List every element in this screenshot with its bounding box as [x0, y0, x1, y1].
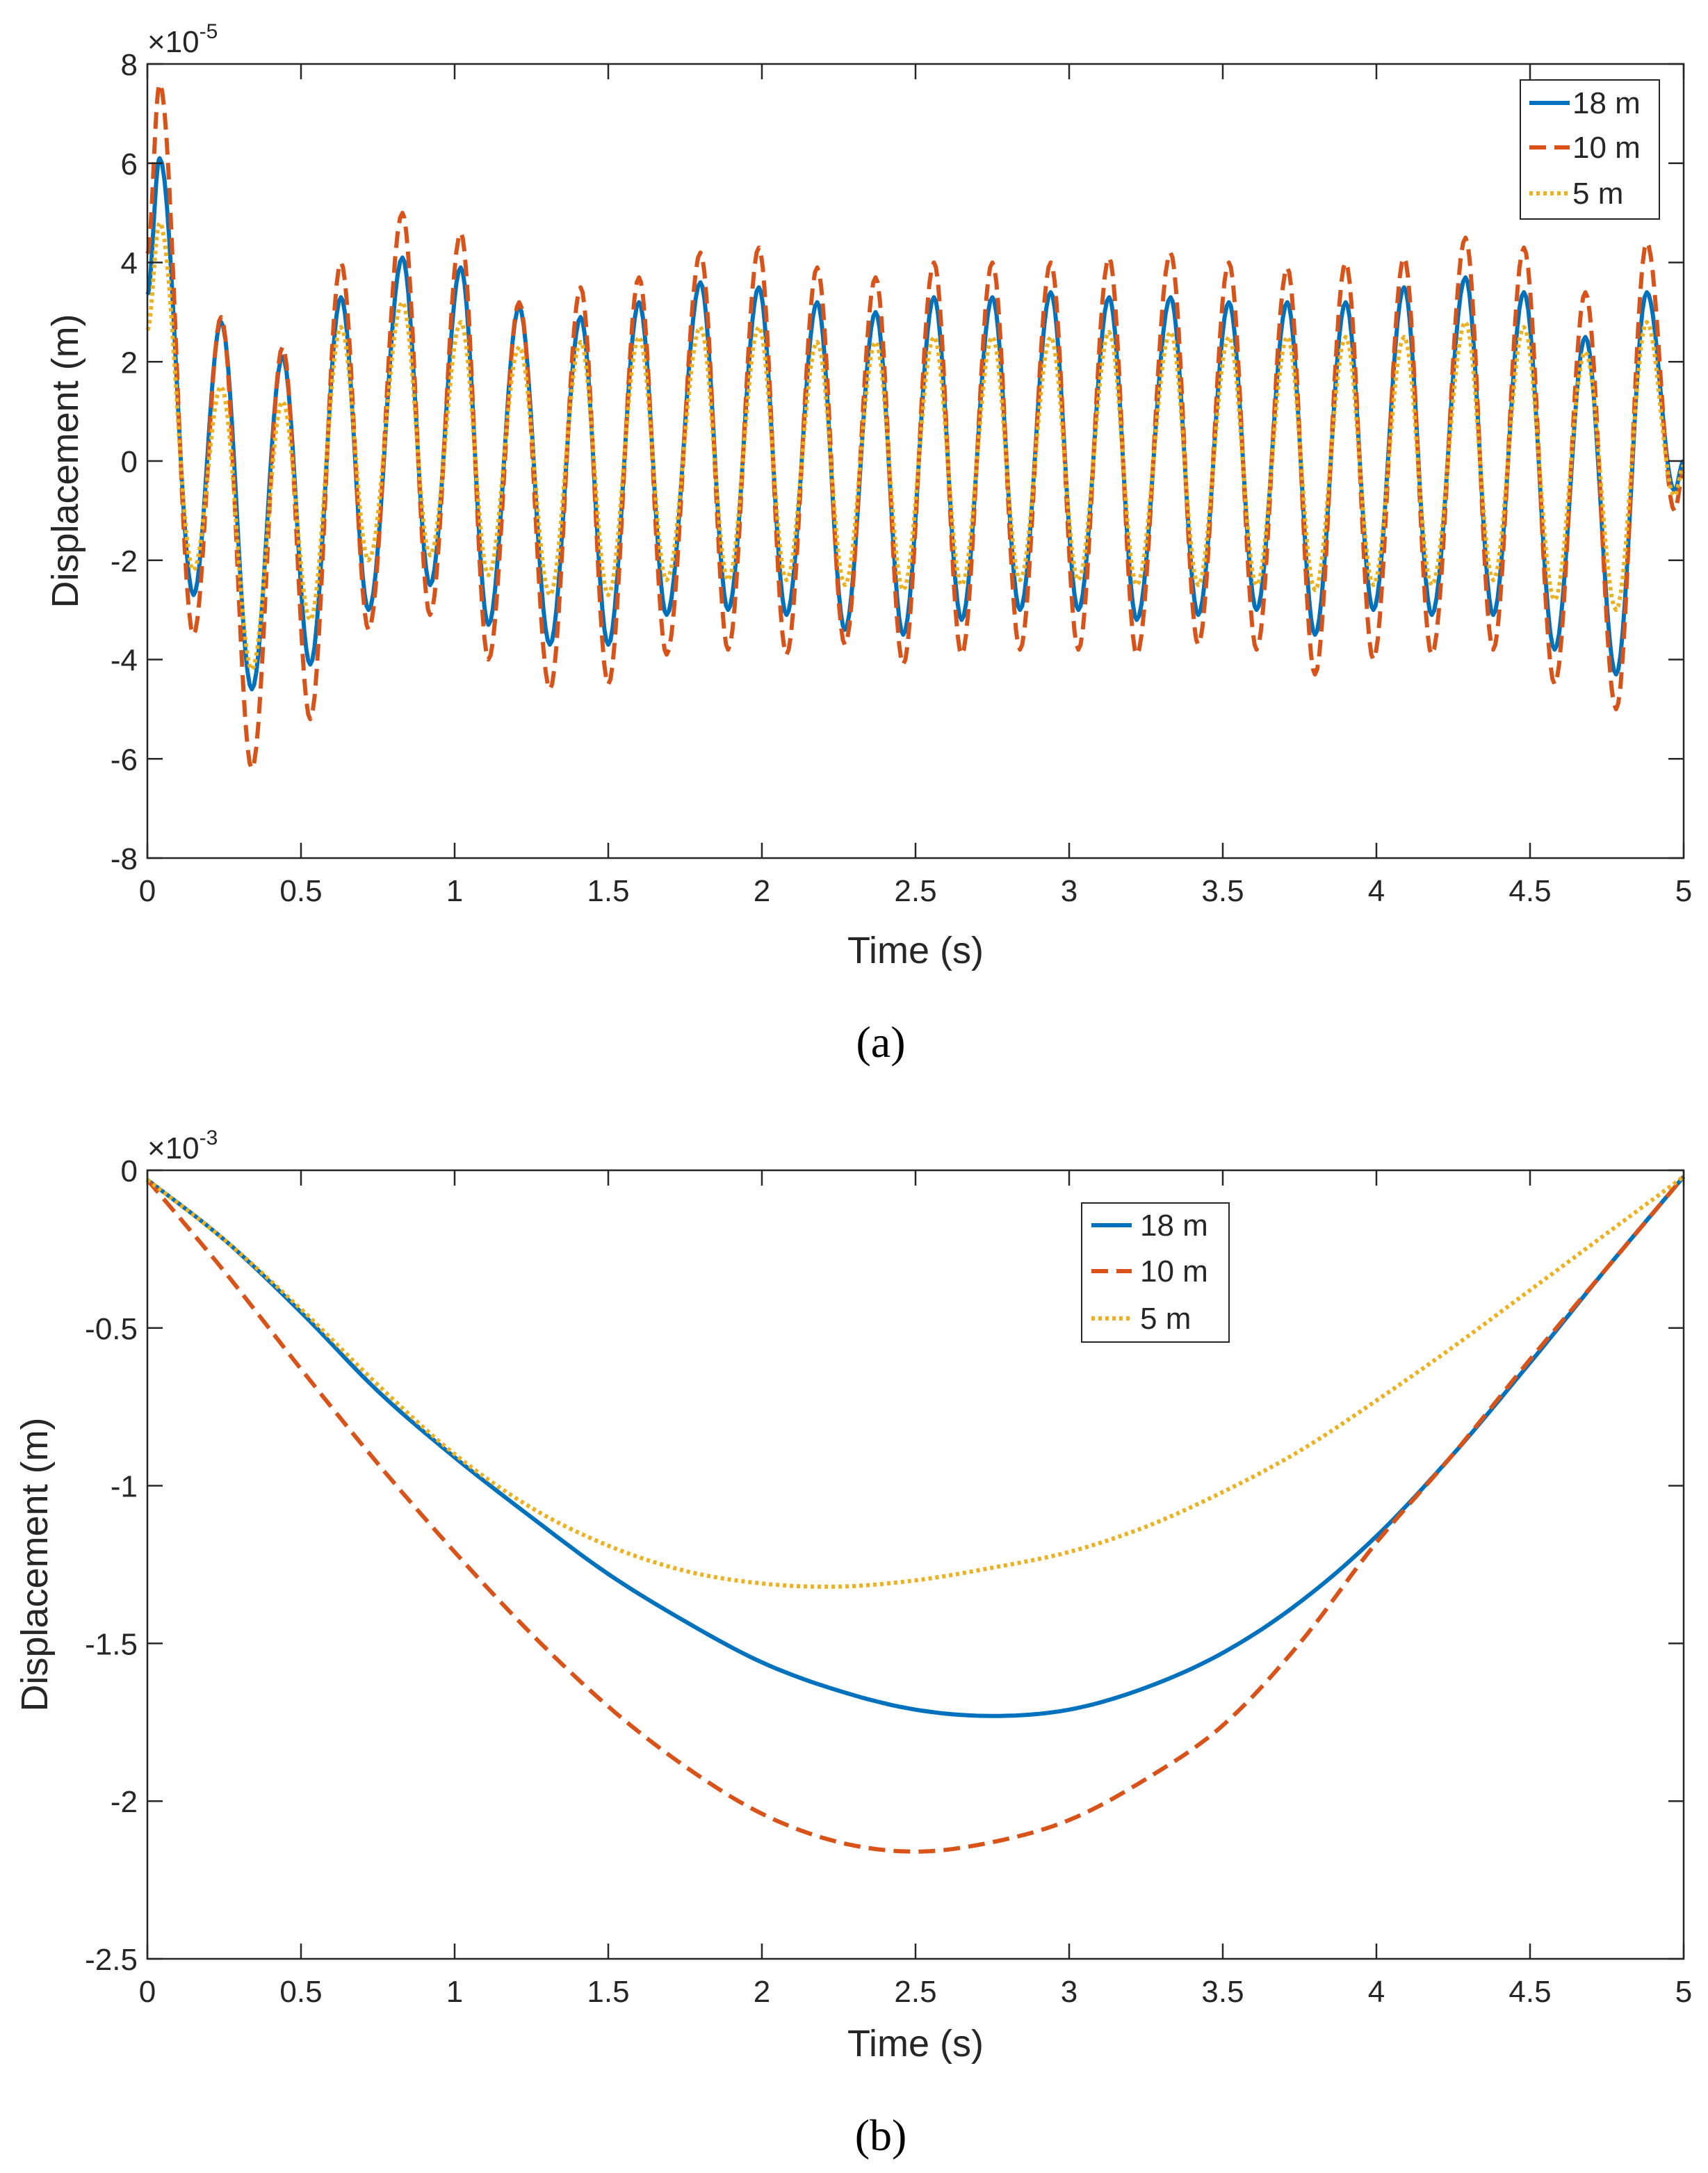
- series-line-5m-a: [145, 220, 1686, 672]
- plot-area-a: [147, 64, 1684, 858]
- legend-label-10m-a: 10 m: [1572, 131, 1641, 165]
- y-tick-label-a: -6: [111, 743, 138, 777]
- y-tick-label-b: -2.5: [85, 1943, 138, 1977]
- x-tick-label-a: 3: [1061, 874, 1077, 908]
- legend-label-18m-a: 18 m: [1572, 86, 1641, 120]
- x-tick-label-b: 2.5: [894, 1975, 936, 2009]
- y-tick-label-a: 6: [121, 147, 138, 181]
- y-tick-label-b: -1.5: [85, 1627, 138, 1661]
- y-axis-label-a: Displacement (m): [44, 314, 86, 608]
- legend-label-18m-b: 18 m: [1140, 1209, 1208, 1243]
- y-tick-label-a: 2: [121, 346, 138, 380]
- y-exponent-a: ×10-5: [147, 20, 218, 59]
- legend-label-5m-a: 5 m: [1572, 177, 1623, 211]
- x-tick-label-a: 2: [754, 874, 770, 908]
- x-tick-label-a: 4.5: [1508, 874, 1551, 908]
- x-tick-label-b: 1.5: [587, 1975, 629, 2009]
- y-tick-label-a: -4: [111, 644, 138, 678]
- y-tick-label-b: -1: [111, 1470, 138, 1504]
- series-line-18m-a: [145, 156, 1686, 692]
- series-group-b: [145, 1174, 1686, 1854]
- series-line-10m-b: [145, 1175, 1686, 1854]
- y-tick-label-a: 4: [121, 247, 138, 281]
- x-tick-label-b: 5: [1675, 1975, 1692, 2009]
- y-tick-label-a: -8: [111, 842, 138, 876]
- y-tick-label-b: -2: [111, 1785, 138, 1819]
- x-tick-label-b: 0: [139, 1975, 156, 2009]
- x-tick-label-b: 3.5: [1201, 1975, 1244, 2009]
- y-tick-label-a: -2: [111, 544, 138, 579]
- x-tick-label-a: 0: [139, 874, 156, 908]
- legend-label-10m-b: 10 m: [1140, 1254, 1208, 1289]
- x-axis-label-a: Time (s): [847, 930, 984, 971]
- x-tick-label-b: 0.5: [279, 1975, 322, 2009]
- x-tick-label-b: 2: [754, 1975, 770, 2009]
- panel-label-b: (b): [855, 2110, 907, 2160]
- x-tick-label-a: 2.5: [894, 874, 936, 908]
- x-tick-label-a: 3.5: [1201, 874, 1244, 908]
- x-tick-label-a: 5: [1675, 874, 1692, 908]
- y-tick-label-a: 8: [121, 48, 138, 82]
- panel-label-a: (a): [856, 1017, 905, 1067]
- legend-b: 18 m 10 m 5 m: [1081, 1202, 1230, 1343]
- x-tick-label-a: 1.5: [587, 874, 629, 908]
- chart-panel-a: 0 0.5 1 1.5 2 2.5 3 3.5 4 4.5 5 -8 -6 -4 -2 0 2 4 6 8 ×10-5…: [44, 20, 1692, 1067]
- x-tick-label-a: 4: [1368, 874, 1385, 908]
- x-tick-label-b: 3: [1061, 1975, 1077, 2009]
- y-axis-label-b: Displacement (m): [14, 1417, 56, 1711]
- y-tick-label-b: 0: [121, 1154, 138, 1188]
- legend-label-5m-b: 5 m: [1140, 1302, 1191, 1336]
- x-tick-label-b: 1: [446, 1975, 463, 2009]
- y-tick-label-a: 0: [121, 445, 138, 479]
- series-group-a: [145, 81, 1686, 771]
- x-tick-label-a: 0.5: [279, 874, 322, 908]
- x-axis-label-b: Time (s): [847, 2023, 984, 2065]
- y-exponent-b: ×10-3: [147, 1126, 218, 1165]
- x-tick-label-b: 4.5: [1508, 1975, 1551, 2009]
- series-line-5m-b: [146, 1174, 1685, 1589]
- legend-a: 18 m 10 m 5 m: [1520, 79, 1660, 220]
- x-tick-label-a: 1: [446, 874, 463, 908]
- y-tick-label-b: -0.5: [85, 1312, 138, 1346]
- chart-panel-b: 0 0.5 1 1.5 2 2.5 3 3.5 4 4.5 5 -2.5 -2 -1.5 -1 -0.5 0 ×…: [14, 1126, 1692, 2160]
- x-tick-label-b: 4: [1368, 1975, 1385, 2009]
- plot-area-b: [147, 1170, 1684, 1959]
